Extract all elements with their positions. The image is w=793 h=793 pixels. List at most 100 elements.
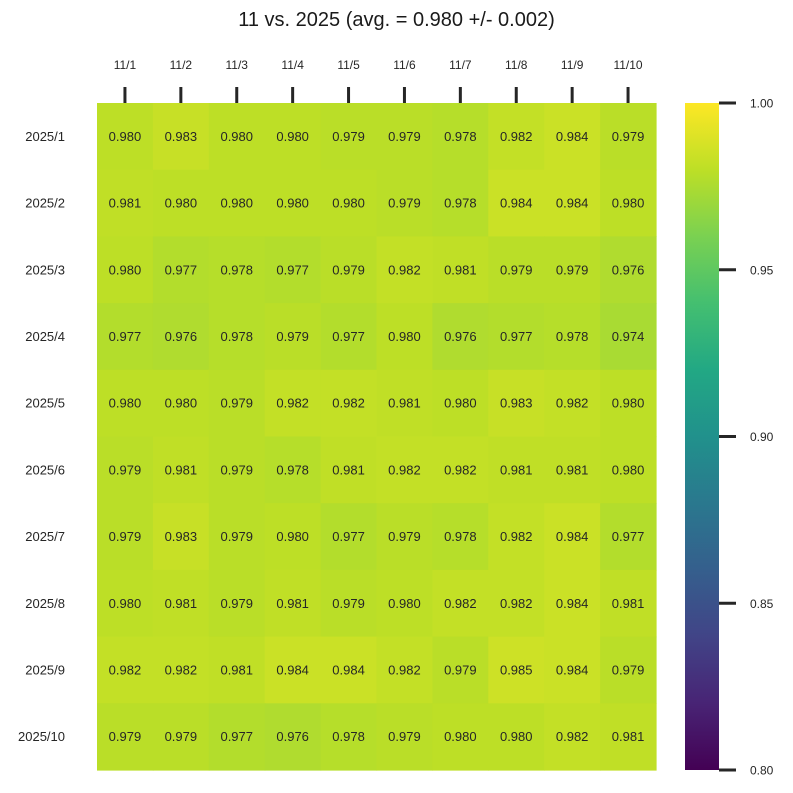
cell-value-label: 0.982 [109,662,142,677]
cell-value-label: 0.979 [220,462,253,477]
cell-value-label: 0.982 [388,462,421,477]
heatmap-cell [208,636,266,704]
heatmap-cell [152,569,210,638]
heatmap-cell [432,636,489,704]
x-tick-label: 11/9 [561,58,584,72]
heatmap-cell [488,703,545,771]
cell-value-label: 0.977 [165,262,198,277]
heatmap-cell [432,369,489,438]
cell-value-label: 0.980 [109,396,142,411]
heatmap-cell [376,703,433,771]
heatmap-cell [544,369,601,438]
heatmap-cell [264,636,322,704]
heatmap-cell [376,369,433,438]
cell-value-label: 0.978 [332,729,365,744]
colorbar-tick-label: 1.00 [750,97,774,111]
heatmap-cell [320,703,378,771]
heatmap-cell [320,303,378,371]
cell-value-label: 0.980 [276,529,309,544]
cell-value-label: 0.982 [500,596,533,611]
heatmap-cell [264,303,322,371]
heatmap-cell [264,569,322,638]
heatmap-cell [544,303,601,371]
cell-value-label: 0.984 [556,529,589,544]
heatmap-cell [264,503,322,571]
cell-value-label: 0.978 [220,262,253,277]
heatmap-cell [152,436,210,504]
heatmap-cell [264,436,322,504]
heatmap-cell [544,169,601,237]
heatmap-cell [544,503,601,571]
cell-value-label: 0.977 [500,329,533,344]
cell-value-label: 0.982 [388,262,421,277]
heatmap-cell [152,703,210,771]
cell-value-label: 0.980 [276,129,309,144]
cell-value-label: 0.985 [500,662,533,677]
cell-value-label: 0.984 [332,662,365,677]
cell-value-label: 0.979 [332,262,365,277]
cell-value-label: 0.981 [388,396,421,411]
cell-value-label: 0.982 [500,529,533,544]
heatmap-cell [376,169,433,237]
cell-value-label: 0.980 [332,196,365,211]
cell-value-label: 0.977 [109,329,142,344]
y-tick-label: 2025/3 [25,262,65,277]
heatmap-cell [152,303,210,371]
chart-title: 11 vs. 2025 (avg. = 0.980 +/- 0.002) [238,9,555,31]
cell-value-label: 0.980 [388,329,421,344]
cell-value-label: 0.979 [276,329,309,344]
heatmap-cell [432,569,489,638]
cell-value-label: 0.976 [444,329,477,344]
heatmap-cell [488,569,545,638]
heatmap-cell [320,436,378,504]
heatmap-cell [208,169,266,237]
cell-value-label: 0.976 [612,262,645,277]
cell-value-label: 0.980 [165,196,198,211]
heatmap-cell [488,169,545,237]
cell-value-label: 0.979 [109,729,142,744]
heatmap-cell [97,703,154,771]
cell-value-label: 0.982 [556,396,589,411]
heatmap-cell [97,169,154,237]
heatmap-cells: 0.980 0.983 0.980 0.980 0.979 0.979 0.978 0.982… [97,103,657,771]
heatmap-cell [488,436,545,504]
heatmap-cell [152,636,210,704]
cell-value-label: 0.982 [444,462,477,477]
x-tick-label: 11/5 [337,58,360,72]
heatmap-cell [376,303,433,371]
cell-value-label: 0.980 [444,396,477,411]
cell-value-label: 0.982 [444,596,477,611]
cell-value-label: 0.980 [165,396,198,411]
heatmap-cell [152,369,210,438]
cell-value-label: 0.978 [444,129,477,144]
cell-value-label: 0.980 [109,129,142,144]
heatmap-cell [432,436,489,504]
heatmap-cell [208,103,266,171]
x-tick-label: 11/8 [505,58,528,72]
cell-value-label: 0.979 [612,129,645,144]
cell-value-label: 0.979 [165,729,198,744]
cell-value-label: 0.982 [500,129,533,144]
x-tick-label: 11/4 [281,58,304,72]
y-tick-label: 2025/4 [25,329,65,344]
heatmap-cell [97,636,154,704]
heatmap-cell [152,169,210,237]
heatmap-cell [376,103,433,171]
cell-value-label: 0.980 [444,729,477,744]
heatmap-cell [432,103,489,171]
heatmap-cell [600,703,657,771]
colorbar-tick-label: 0.90 [750,430,774,444]
heatmap-cell [320,636,378,704]
y-tick-label: 2025/5 [25,396,65,411]
cell-value-label: 0.982 [165,662,198,677]
cell-value-label: 0.983 [165,129,198,144]
heatmap-cell [320,569,378,638]
heatmap-cell [208,569,266,638]
heatmap-cell [488,636,545,704]
cell-value-label: 0.981 [500,462,533,477]
x-tick-label: 11/1 [114,58,137,72]
heatmap-cell [208,369,266,438]
y-tick-label: 2025/7 [25,529,65,544]
heatmap-cell [208,436,266,504]
